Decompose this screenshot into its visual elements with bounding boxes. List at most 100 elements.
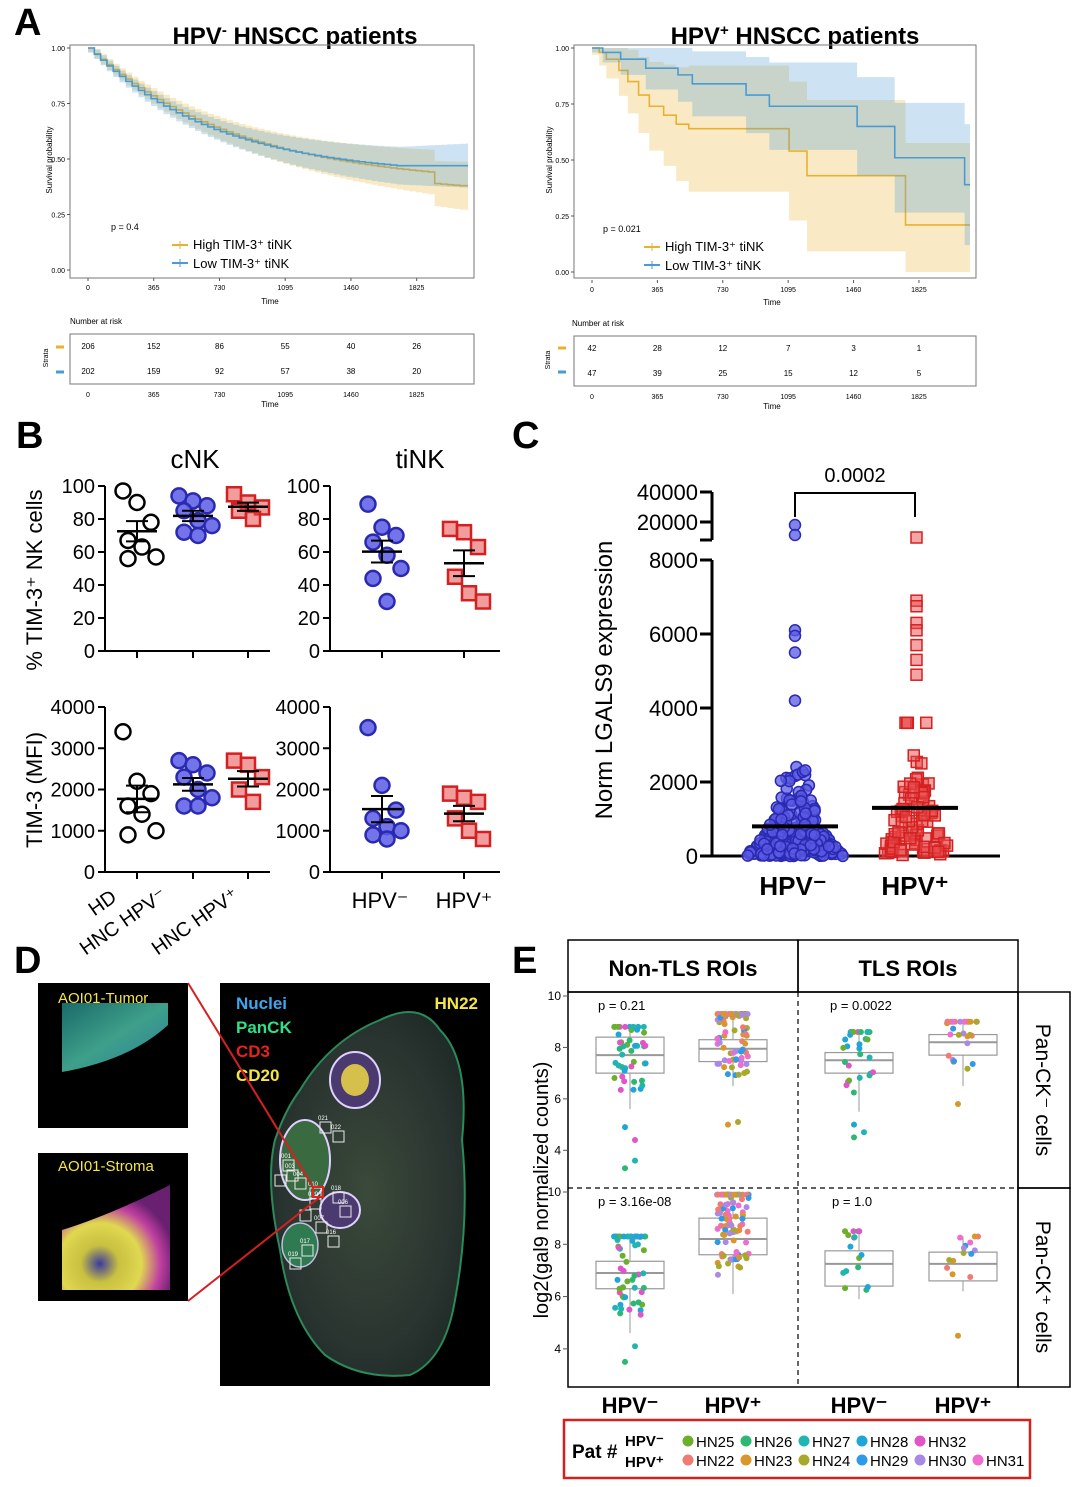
box: [928, 1033, 998, 1056]
xlabel-tink-hpvpos: HPV⁺: [436, 888, 493, 913]
e-data-point: [616, 1285, 623, 1292]
e-data-point: [722, 1227, 729, 1234]
c-axes: 0 2000 4000 6000 8000 20000 40000: [637, 480, 1000, 869]
e-data-point: [737, 1062, 744, 1069]
e-data-point: [733, 1056, 740, 1063]
e-p-value: p = 1.0: [832, 1194, 872, 1209]
risk-x-tick-label: 365: [148, 392, 160, 399]
e-data-point: [612, 1304, 619, 1311]
e-data-point: [625, 1233, 632, 1240]
data-point: [795, 848, 808, 862]
legend-patient-id: HN26: [754, 1434, 792, 1451]
y-tick-label: 3000: [276, 738, 321, 760]
e-data-point: [973, 1018, 980, 1025]
ylabel-percent: % TIM-3⁺ NK cells: [22, 489, 47, 670]
risk-value-high: 7: [786, 344, 791, 353]
x-tick-label: 365: [652, 287, 664, 294]
data-point: [836, 849, 849, 863]
e-data-point: [855, 1264, 862, 1271]
box: [595, 1260, 665, 1290]
y-tick-label: 100: [62, 476, 95, 498]
legend-hpvneg-label: HPV⁻: [625, 1433, 664, 1450]
legend-patient-id: HN25: [696, 1434, 734, 1451]
e-data-point: [715, 1206, 722, 1213]
km-y-ticks: 0.00 0.25 0.50 0.75 1.00: [555, 46, 574, 277]
data-point: [119, 549, 137, 568]
y-tick-label: 2000: [51, 780, 96, 802]
e-data-point: [957, 1018, 964, 1025]
xlabel-tink-hpvneg: HPV⁻: [352, 888, 409, 913]
e-data-point: [951, 1058, 958, 1065]
km-curves: [88, 47, 468, 210]
x-tick-label: 1095: [277, 285, 293, 292]
c-xlabel-hpvpos: HPV⁺: [881, 871, 948, 901]
zoom-line-stroma: [187, 1196, 321, 1302]
e-data-point: [964, 1065, 971, 1072]
inset-tumor-label: AOI01-Tumor: [58, 990, 148, 1007]
data-point: [794, 795, 808, 808]
e-data-point: [744, 1228, 751, 1235]
e-data-point: [850, 1228, 857, 1235]
e-data-point: [642, 1060, 649, 1067]
y-tick-label: 1.00: [555, 46, 569, 53]
legend-nuclei: Nuclei: [236, 994, 287, 1013]
e-data-point: [856, 1041, 863, 1048]
risk-value-low: 38: [346, 367, 355, 376]
e-data-point: [842, 1285, 849, 1292]
panel-letter-c: C: [512, 415, 540, 457]
e-data-point: [950, 1025, 957, 1032]
e-data-point: [721, 1057, 728, 1064]
e-data-point: [961, 1018, 968, 1025]
km-ylabel: Survival probability: [45, 126, 54, 193]
data-point: [932, 845, 945, 859]
roi-box: [332, 1130, 345, 1143]
e-data-point: [733, 1248, 740, 1255]
y-tick-label: 0.25: [555, 214, 569, 221]
risk-x-tick-label: 365: [652, 394, 664, 401]
e-outlier-point: [735, 1119, 741, 1125]
c-y-tick-label: 2000: [649, 770, 698, 795]
risk-x-ticks: 0 365 730 1095 1460 1825: [86, 392, 425, 399]
low-stratum-curve: [592, 47, 970, 186]
e-data-point: [720, 1252, 727, 1259]
c-y-tick-label: 8000: [649, 548, 698, 573]
legend-high-label: High TIM-3⁺ tiNK: [665, 239, 764, 254]
e-data-point: [723, 1215, 730, 1222]
patient-legend-items: HN25 HN26 HN27 HN28 HN32 HN22 HN23 HN24 HN29 HN30…: [682, 1434, 1024, 1470]
data-point: [230, 781, 248, 798]
e-data-point: [864, 1283, 871, 1290]
data-point: [907, 781, 921, 794]
risk-table-frame: [573, 335, 977, 387]
y-tick-label: 0.75: [555, 102, 569, 109]
e-data-point: [969, 1061, 976, 1068]
e-facets: p = 0.21 p = 0.0022 p = 3.16e-08 p = 1.0: [595, 998, 998, 1365]
data-point: [788, 646, 802, 659]
e-xlabel-1: HPV⁻: [602, 1393, 659, 1418]
legend-cd20: CD20: [236, 1066, 279, 1085]
inset-stroma-tissue: [62, 1185, 170, 1290]
legend-dot: [972, 1454, 984, 1466]
data-point: [142, 513, 160, 532]
e-data-point: [967, 1274, 974, 1281]
scatter-points: [114, 482, 492, 848]
data-point: [907, 749, 921, 762]
y-tick-label: 2000: [276, 780, 321, 802]
data-point: [387, 526, 405, 545]
legend-dot: [914, 1435, 926, 1447]
data-point: [910, 653, 923, 667]
e-data-point: [743, 1061, 750, 1068]
e-data-point: [615, 1062, 622, 1069]
e-data-point: [843, 1268, 850, 1275]
e-outlier-point: [622, 1124, 628, 1131]
data-point: [822, 840, 836, 853]
e-data-point: [617, 1086, 624, 1093]
y-tick-label: 0.00: [51, 268, 65, 275]
e-data-point: [947, 1031, 954, 1038]
risk-value-high: 206: [81, 342, 95, 351]
e-data-point: [638, 1233, 645, 1240]
gland-core: [341, 1064, 369, 1096]
e-data-point: [638, 1077, 645, 1084]
e-data-point: [621, 1067, 628, 1074]
data-point: [128, 493, 146, 512]
